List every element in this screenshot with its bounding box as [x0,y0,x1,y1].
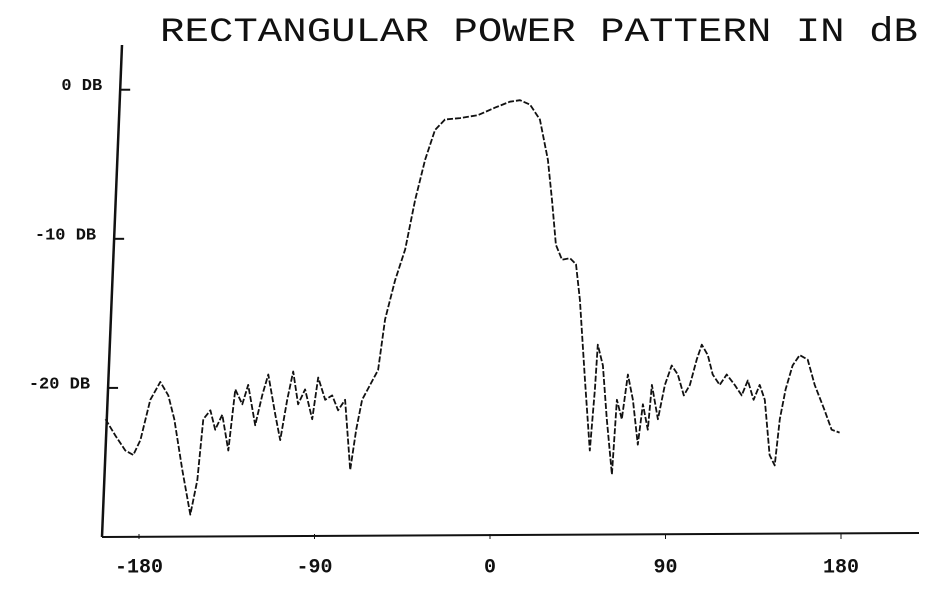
y-tick-label: -10 DB [35,226,96,245]
y-tick-label: -20 DB [29,375,90,394]
pattern-line [104,99,840,516]
y-tick-label: 0 DB [61,77,102,96]
x-tick-label: 90 [653,556,677,579]
x-tick-label: 0 [484,556,496,579]
chart-title: RECTANGULAR POWER PATTERN IN dB [160,14,918,52]
x-axis [101,532,920,538]
y-axis [100,44,124,538]
x-tick-label: -90 [296,556,332,579]
x-tick-label: 180 [823,556,859,579]
x-tick-label: -180 [115,556,163,579]
